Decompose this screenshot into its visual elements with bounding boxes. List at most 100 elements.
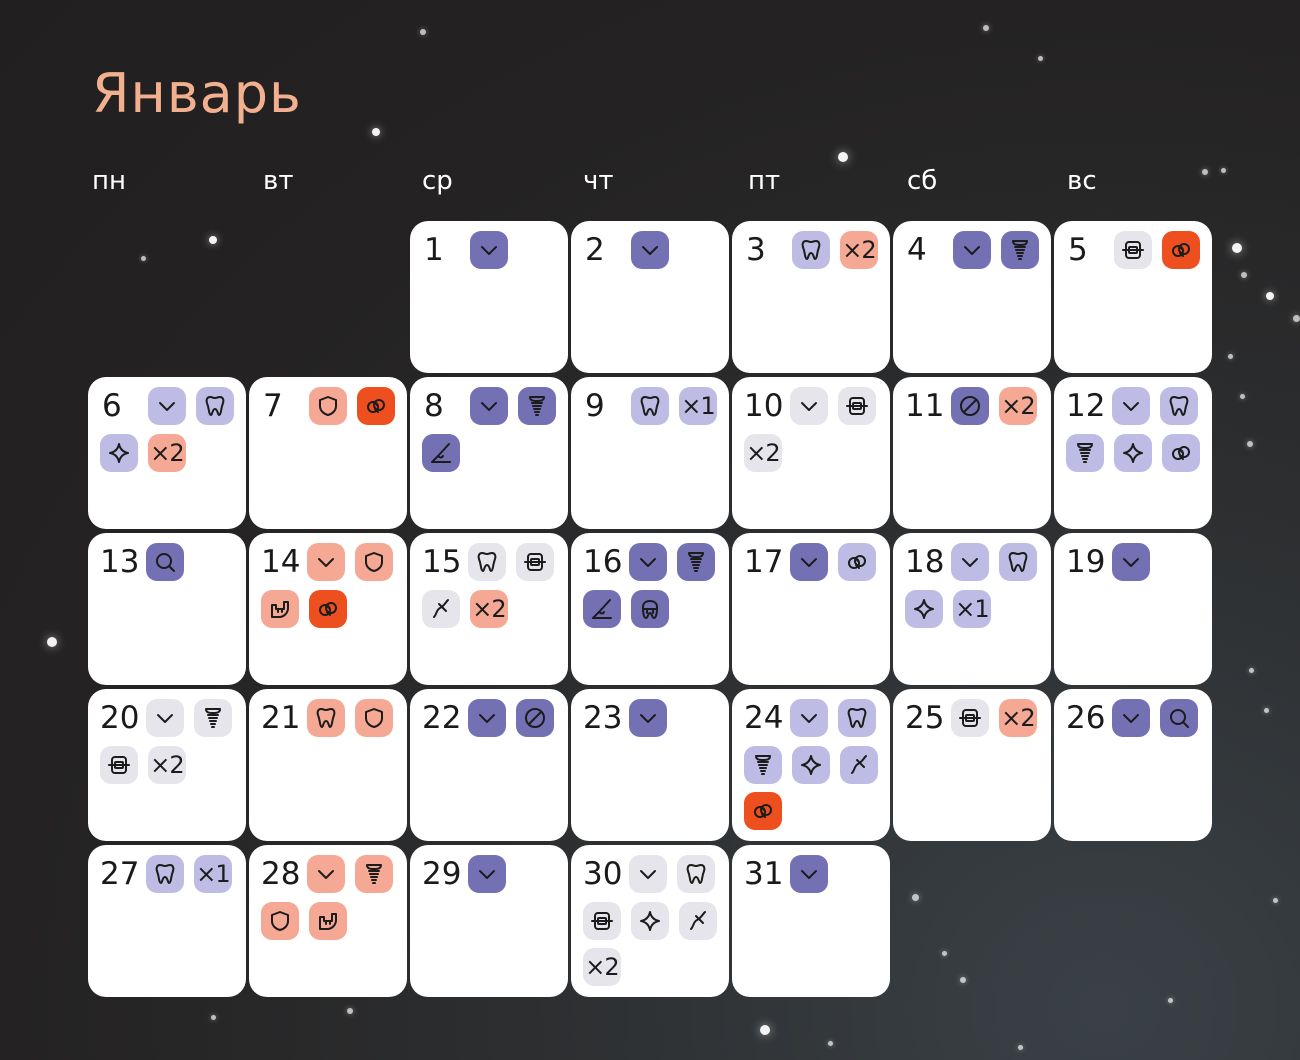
sparkle-icon <box>905 590 943 628</box>
day-cell-26[interactable]: 26 <box>1054 689 1212 841</box>
ban-icon <box>951 387 989 425</box>
day-cell-23[interactable]: 23 <box>571 689 729 841</box>
day-cell-28[interactable]: 28 <box>249 845 407 997</box>
floss-icon <box>679 902 717 940</box>
day-number: 10 <box>744 388 784 424</box>
day-number: 3 <box>746 232 766 268</box>
day-number: 5 <box>1068 232 1088 268</box>
day-cell-2[interactable]: 2 <box>571 221 729 373</box>
day-cell-22[interactable]: 22 <box>410 689 568 841</box>
day-cell-1[interactable]: 1 <box>410 221 568 373</box>
day-cell-18[interactable]: 18 ×1 <box>893 533 1051 685</box>
check-icon <box>470 231 508 269</box>
check-icon <box>631 231 669 269</box>
sparkle-icon <box>1114 434 1152 472</box>
day-cell-29[interactable]: 29 <box>410 845 568 997</box>
star <box>960 977 966 983</box>
day-number: 17 <box>744 544 784 580</box>
day-cell-24[interactable]: 24 <box>732 689 890 841</box>
weekday-3: чт <box>583 166 614 196</box>
day-cell-30[interactable]: 30 ×2 <box>571 845 729 997</box>
rings-icon <box>1162 434 1200 472</box>
tooth-icon <box>146 855 184 893</box>
weekday-4: пт <box>748 166 781 196</box>
day-cell-11[interactable]: 11 ×2 <box>893 377 1051 529</box>
multiplier-badge: ×2 <box>148 434 186 472</box>
braces-icon <box>951 699 989 737</box>
implant-icon <box>194 699 232 737</box>
star <box>1239 393 1245 399</box>
tooth-icon <box>468 543 506 581</box>
multiplier-badge: ×2 <box>744 434 782 472</box>
day-number: 29 <box>422 856 462 892</box>
star <box>1037 55 1043 61</box>
tooth-icon <box>1160 387 1198 425</box>
rings-icon <box>357 387 395 425</box>
star <box>1263 707 1269 713</box>
tooth-icon <box>307 699 345 737</box>
day-cell-3[interactable]: 3 ×2 <box>732 221 890 373</box>
day-number: 25 <box>905 700 945 736</box>
star <box>1292 314 1300 322</box>
star <box>420 29 426 35</box>
day-cell-5[interactable]: 5 <box>1054 221 1212 373</box>
check-icon <box>790 855 828 893</box>
weekday-0: пн <box>92 166 126 196</box>
multiplier-badge: ×2 <box>999 699 1037 737</box>
day-cell-7[interactable]: 7 <box>249 377 407 529</box>
day-cell-13[interactable]: 13 <box>88 533 246 685</box>
day-cell-16[interactable]: 16 <box>571 533 729 685</box>
star <box>209 236 217 244</box>
day-cell-20[interactable]: 20 ×2 <box>88 689 246 841</box>
star <box>1220 167 1226 173</box>
day-cell-17[interactable]: 17 <box>732 533 890 685</box>
tooth-icon <box>792 231 830 269</box>
star <box>941 950 947 956</box>
day-cell-12[interactable]: 12 <box>1054 377 1212 529</box>
multiplier-badge: ×2 <box>583 948 621 986</box>
day-cell-27[interactable]: 27 ×1 <box>88 845 246 997</box>
star <box>827 1040 833 1046</box>
day-number: 11 <box>905 388 945 424</box>
day-cell-9[interactable]: 9 ×1 <box>571 377 729 529</box>
jaw-icon <box>261 590 299 628</box>
scalpel-icon <box>422 434 460 472</box>
day-number: 27 <box>100 856 140 892</box>
search-icon <box>146 543 184 581</box>
implant-icon <box>1066 434 1104 472</box>
braces-icon <box>1114 231 1152 269</box>
star <box>1232 243 1242 253</box>
ban-icon <box>516 699 554 737</box>
check-icon <box>1112 699 1150 737</box>
day-number: 18 <box>905 544 945 580</box>
day-cell-4[interactable]: 4 <box>893 221 1051 373</box>
check-icon <box>629 699 667 737</box>
day-cell-6[interactable]: 6 ×2 <box>88 377 246 529</box>
multiplier-badge: ×1 <box>953 590 991 628</box>
day-cell-8[interactable]: 8 <box>410 377 568 529</box>
star <box>210 1014 216 1020</box>
day-number: 16 <box>583 544 623 580</box>
day-number: 15 <box>422 544 462 580</box>
day-cell-31[interactable]: 31 <box>732 845 890 997</box>
day-cell-14[interactable]: 14 <box>249 533 407 685</box>
multiplier-badge: ×1 <box>194 855 232 893</box>
day-cell-19[interactable]: 19 <box>1054 533 1212 685</box>
star <box>983 25 989 31</box>
jaw-icon <box>309 902 347 940</box>
day-cell-25[interactable]: 25 ×2 <box>893 689 1051 841</box>
day-cell-10[interactable]: 10 ×2 <box>732 377 890 529</box>
tooth-icon <box>631 387 669 425</box>
check-icon <box>790 699 828 737</box>
weekday-1: вт <box>263 166 294 196</box>
day-cell-15[interactable]: 15 ×2 <box>410 533 568 685</box>
crown-icon <box>631 590 669 628</box>
search-icon <box>1160 699 1198 737</box>
rings-icon <box>1162 231 1200 269</box>
braces-icon <box>100 746 138 784</box>
day-number: 2 <box>585 232 605 268</box>
day-number: 12 <box>1066 388 1106 424</box>
implant-icon <box>518 387 556 425</box>
rings-icon <box>309 590 347 628</box>
day-cell-21[interactable]: 21 <box>249 689 407 841</box>
